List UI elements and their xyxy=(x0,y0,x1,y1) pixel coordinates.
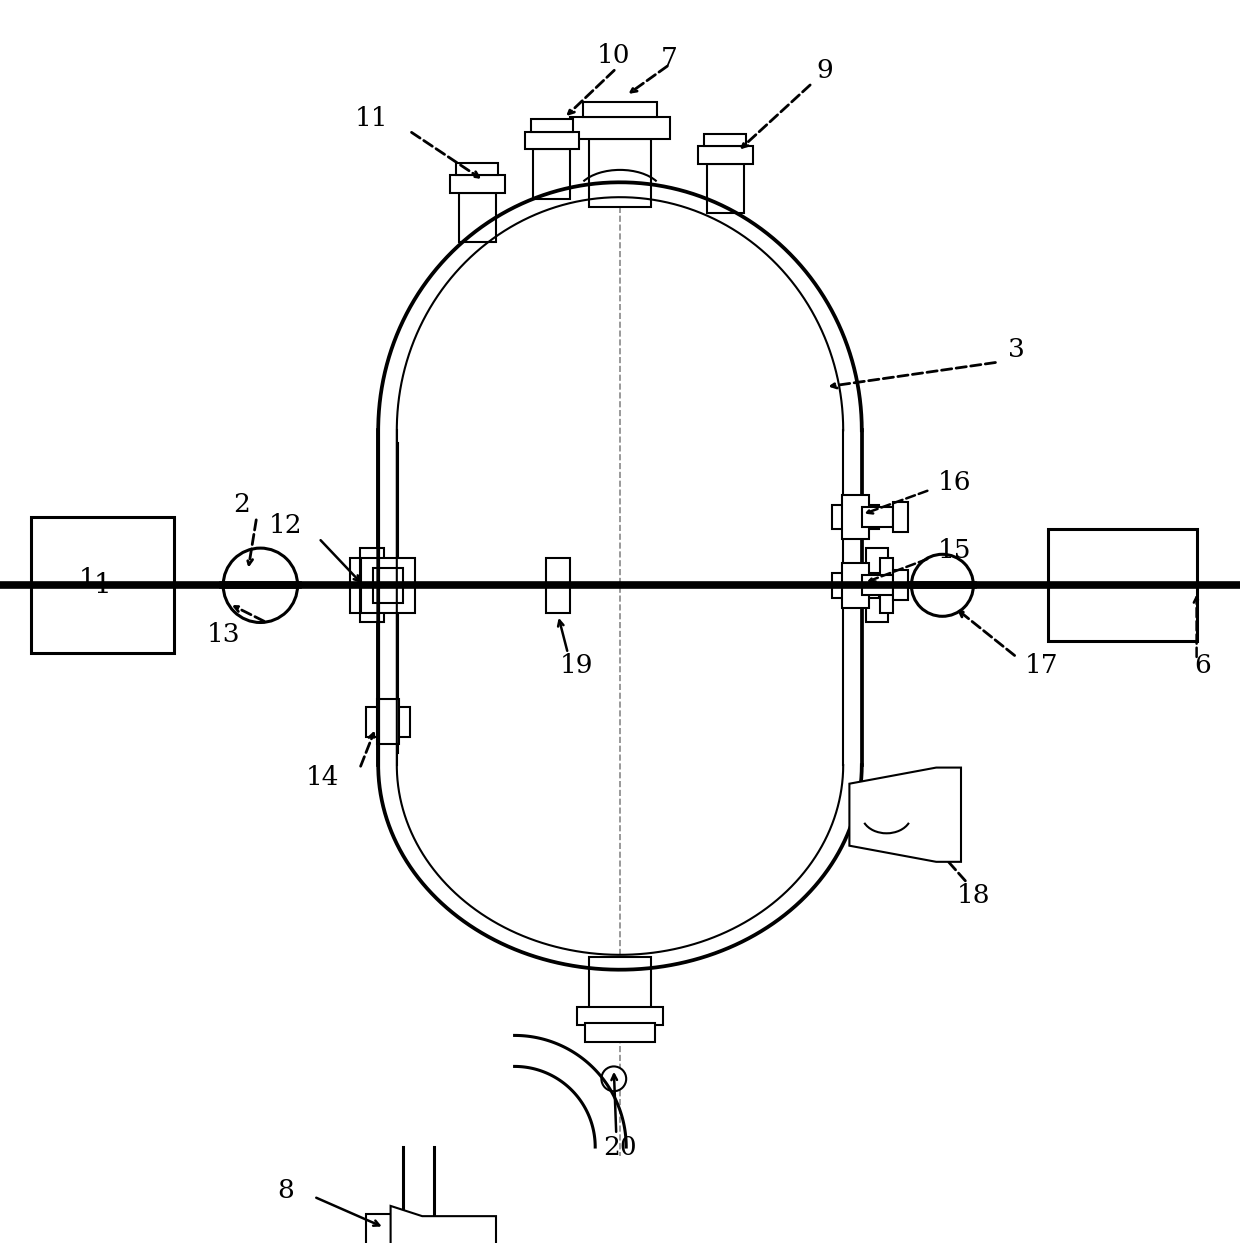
Text: 16: 16 xyxy=(937,469,972,494)
Bar xyxy=(583,102,657,117)
Polygon shape xyxy=(849,768,961,862)
Bar xyxy=(533,149,570,198)
Text: 19: 19 xyxy=(559,654,594,679)
Text: 8: 8 xyxy=(277,1178,294,1203)
Text: 15: 15 xyxy=(937,538,972,563)
Text: 3: 3 xyxy=(1008,337,1025,362)
Text: 17: 17 xyxy=(1024,654,1059,679)
Text: 7: 7 xyxy=(661,46,678,71)
Bar xyxy=(704,134,746,147)
Bar xyxy=(862,507,893,527)
Circle shape xyxy=(223,548,298,622)
Text: 18: 18 xyxy=(956,883,991,908)
Bar xyxy=(589,139,651,207)
Bar xyxy=(546,558,570,613)
Bar xyxy=(862,575,893,595)
Bar xyxy=(842,494,869,539)
Bar xyxy=(1048,529,1197,641)
Bar xyxy=(366,707,410,737)
Bar xyxy=(577,1007,663,1026)
Bar xyxy=(366,1214,393,1245)
Text: 1: 1 xyxy=(93,571,112,599)
Bar xyxy=(832,573,879,598)
Text: 6: 6 xyxy=(1194,654,1211,679)
Bar xyxy=(585,1023,655,1042)
Bar xyxy=(832,504,879,529)
Bar xyxy=(589,957,651,1013)
Bar xyxy=(450,176,505,193)
Bar xyxy=(361,558,415,613)
Bar xyxy=(360,548,384,622)
Text: 10: 10 xyxy=(596,44,631,68)
Bar xyxy=(350,558,360,613)
Text: 11: 11 xyxy=(355,106,389,131)
Bar xyxy=(570,117,670,139)
Bar xyxy=(31,517,174,654)
Text: 9: 9 xyxy=(816,59,833,83)
Bar xyxy=(893,570,908,600)
Bar xyxy=(525,132,579,149)
Bar xyxy=(893,502,908,532)
Bar xyxy=(866,548,888,622)
Polygon shape xyxy=(391,1206,496,1245)
Bar xyxy=(373,568,403,603)
Text: 20: 20 xyxy=(603,1134,637,1159)
Bar xyxy=(456,163,498,176)
Circle shape xyxy=(911,554,973,616)
Bar xyxy=(377,700,399,745)
Text: 2: 2 xyxy=(233,492,250,517)
Bar xyxy=(880,558,893,613)
Bar xyxy=(707,163,744,213)
Text: 1: 1 xyxy=(78,566,95,591)
Text: 13: 13 xyxy=(206,622,241,647)
Circle shape xyxy=(601,1067,626,1091)
Text: 12: 12 xyxy=(268,513,303,538)
Bar xyxy=(459,193,496,243)
Text: 14: 14 xyxy=(305,764,340,791)
Bar xyxy=(842,563,869,608)
Bar xyxy=(531,120,573,132)
Bar xyxy=(698,147,753,163)
